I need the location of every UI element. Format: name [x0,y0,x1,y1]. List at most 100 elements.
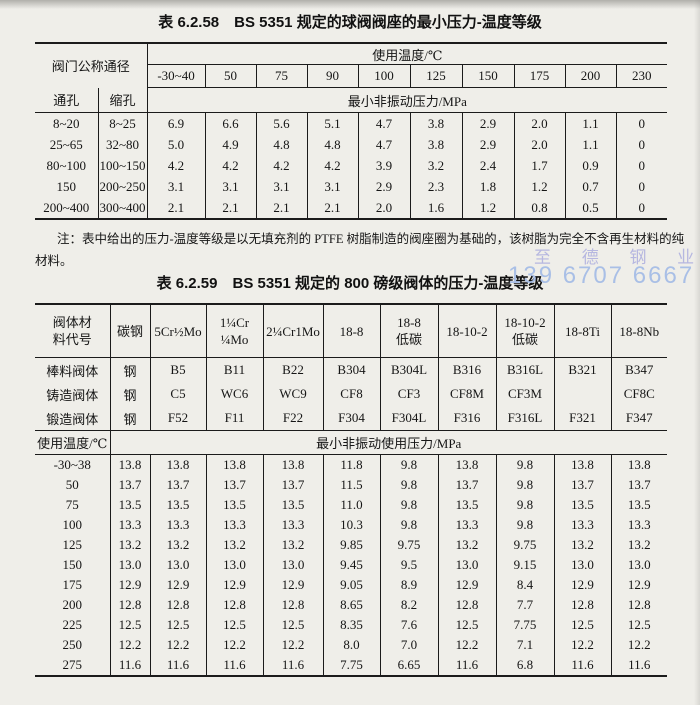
material-col: 2¼Cr1Mo [262,304,323,358]
table-cell: 2.9 [357,176,411,197]
table-cell: 12.8 [262,595,323,615]
table-cell: 7.1 [495,635,554,655]
table-cell: 13.8 [437,454,496,475]
table-cell: 12.9 [109,575,150,595]
table-cell: 10.3 [322,515,380,535]
table-cell: 13.3 [149,515,206,535]
watermark-phone: 139 6707 6667 [508,262,695,289]
table-row: 125 13.2 13.2 13.2 13.2 9.85 9.75 13.2 9.75 13.2 1… [35,535,667,555]
table-cell: 8.0 [322,635,380,655]
table-cell: 12.5 [553,615,611,635]
table-cell: 200~400 [43,199,90,215]
table-cell: 11.6 [109,655,150,676]
table-cell: F316L [495,406,554,431]
table-cell: 13.0 [437,555,496,575]
table-cell: 13.0 [610,555,667,575]
table-cell: 4.8 [255,134,308,155]
table-cell: 13.3 [109,515,150,535]
table-cell: 12.9 [262,575,323,595]
table-cell: 175 [62,577,83,592]
table-cell: 80~100 [46,157,87,173]
table-cell: 12.2 [262,635,323,655]
table-cell: C5 [149,382,206,406]
material-col: 碳钢 [109,304,150,358]
table-cell: 11.6 [149,655,206,676]
table-cell: 13.8 [205,454,263,475]
table-cell: 12.2 [610,635,667,655]
table-cell: 12.8 [553,595,611,615]
table-cell: 13.8 [262,454,323,475]
table2-body: -30~38 13.8 13.8 13.8 13.8 11.8 9.8 13.8 9.8 13.8… [35,454,667,676]
table-cell: 75 [65,497,79,512]
table-cell: 13.5 [553,495,611,515]
table-row: 50 13.7 13.7 13.7 13.7 11.5 9.8 13.7 9.8 13.7 13.7 [35,475,667,495]
table-cell: B304 [322,357,380,382]
table-row: 铸造阀体钢 C5 WC6 WC9 CF8 CF3 CF8M CF3M CF8C [35,382,667,406]
material-col: 18-10-2 低碳 [495,304,554,358]
table-cell: 11.0 [322,495,380,515]
material-col: 18-8 [322,304,380,358]
temp-col: 50 [204,64,257,88]
table-cell: 7.75 [495,615,554,635]
table-cell: 2.0 [513,112,566,134]
table-cell: 13.7 [205,475,263,495]
table-cell: 32~80 [97,134,148,155]
table-row: 200 12.8 12.8 12.8 12.8 8.65 8.2 12.8 7.7 12.8 12.… [35,595,667,615]
material-col: 18-10-2 [437,304,496,358]
table-cell: 11.5 [322,475,380,495]
table-cell: B5 [149,357,206,382]
table-cell: 2.0 [357,197,411,219]
table-cell: 2.1 [306,197,359,219]
table-cell: 2.3 [409,176,463,197]
table-cell: 13.8 [109,454,150,475]
table-cell: 11.6 [437,655,496,676]
table-cell: 9.8 [379,515,438,535]
table-row: 100 13.3 13.3 13.3 13.3 10.3 9.8 13.3 9.8 13.3 13.… [35,515,667,535]
table-cell: 8.4 [495,575,554,595]
table-cell: 2.9 [461,112,515,134]
table-cell: 9.8 [495,515,554,535]
table-cell: 1.1 [564,112,617,134]
table-cell: 11.8 [322,454,380,475]
table-cell: 12.2 [553,635,611,655]
table-cell: 13.2 [610,535,667,555]
table-cell: 9.8 [379,475,438,495]
table-cell: 0.9 [564,155,617,176]
table-cell: B347 [610,357,667,382]
table-cell: 4.2 [255,155,308,176]
table-cell: 150 [62,557,83,572]
table-cell: 12.2 [109,635,150,655]
table-cell: 0.8 [513,197,566,219]
table-cell: 13.0 [149,555,206,575]
table-cell: 钢 [109,357,150,382]
table-cell: 4.8 [306,134,359,155]
table-cell: 0 [615,155,668,176]
table-cell: 12.5 [205,615,263,635]
table-cell: 0 [615,197,668,219]
table-cell: 7.6 [379,615,438,635]
table-row: 225 12.5 12.5 12.5 12.5 8.35 7.6 12.5 7.75 12.5 12… [35,615,667,635]
table-cell: 2.9 [461,134,515,155]
table-row: 8~20 8~25 6.9 6.6 5.6 5.1 4.7 3.8 2.9 2.0 1.1 0 [35,112,668,134]
table-cell: 12.5 [262,615,323,635]
table-cell: 4.7 [357,112,411,134]
table-cell: 8.65 [322,595,380,615]
table-cell: 0 [615,134,668,155]
table-cell: CF8C [610,382,667,406]
table-row: 250 12.2 12.2 12.2 12.2 8.0 7.0 12.2 7.1 12.2 12.2 [35,635,667,655]
temp-col: 125 [409,64,463,88]
table-cell: 13.2 [437,535,496,555]
table-cell: 8.35 [322,615,380,635]
material-col: 1¼Cr ¼Mo [205,304,263,358]
table2-material-rows: 棒料阀体钢 B5 B11 B22 B304 B304L B316 B316L B321 B347 铸… [35,357,667,431]
table-cell: 7.0 [379,635,438,655]
table1-footnote: 注：表中给出的压力-温度等级是以无填充剂的 PTFE 树脂制造的阀座圈为基础的，… [35,228,684,272]
table-cell: 8~25 [97,112,148,134]
table-cell: 3.2 [409,155,463,176]
table-cell: 4.2 [146,155,206,176]
table-cell: 0.7 [564,176,617,197]
table-cell: F347 [610,406,667,431]
table-cell: B22 [262,357,323,382]
table-cell: 4.7 [357,134,411,155]
table-cell: 8.2 [379,595,438,615]
